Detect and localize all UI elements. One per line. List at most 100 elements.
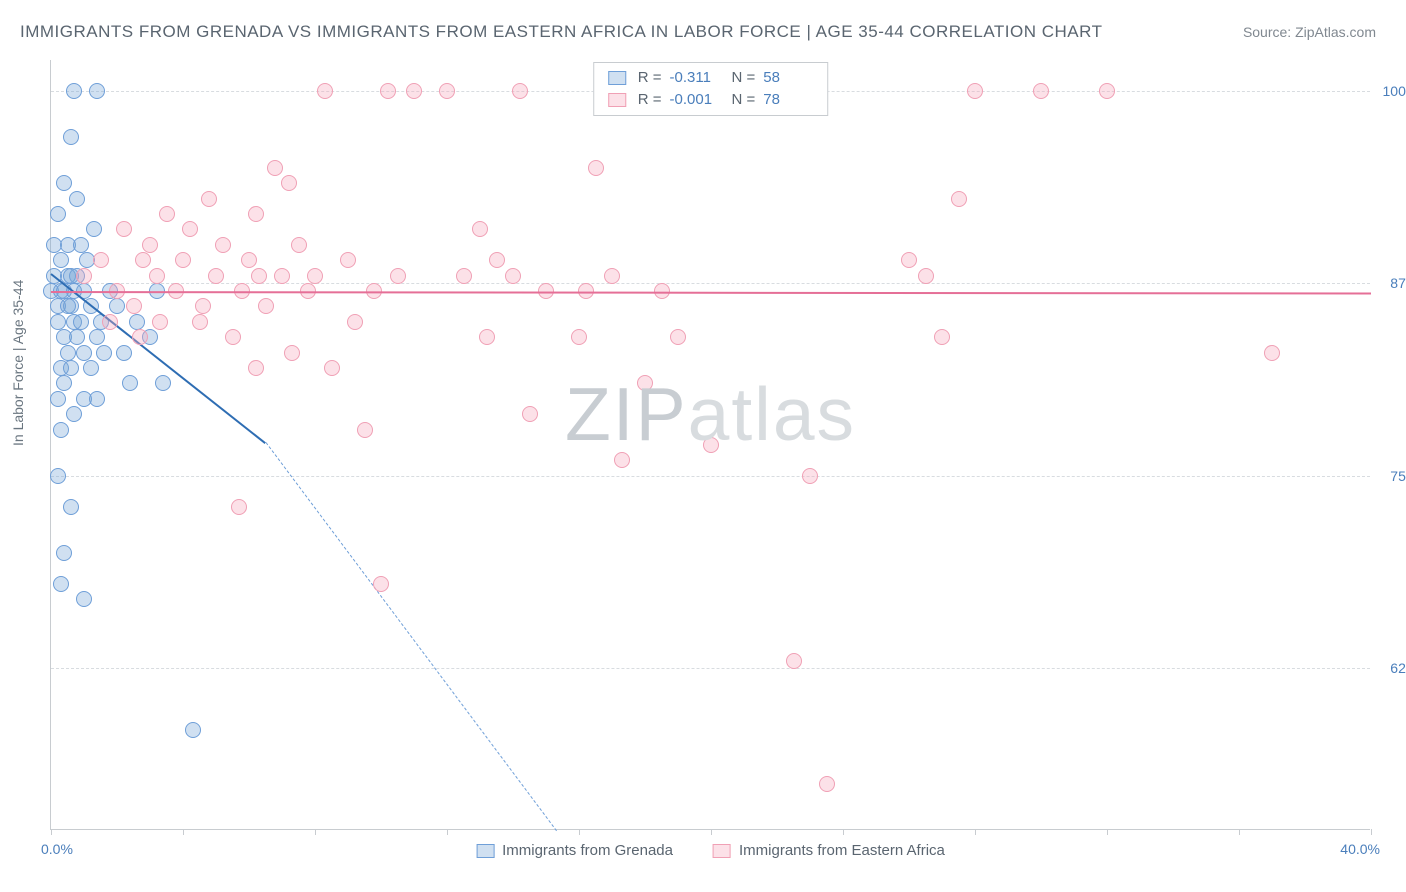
scatter-point [116, 345, 132, 361]
scatter-point [274, 268, 290, 284]
scatter-point [66, 83, 82, 99]
scatter-point [122, 375, 138, 391]
scatter-point [116, 221, 132, 237]
scatter-point [241, 252, 257, 268]
plot-area: R =-0.311N =58R =-0.001N =78 ZIPatlas 0.… [50, 60, 1370, 830]
y-axis-title: In Labor Force | Age 35-44 [10, 280, 26, 446]
n-label: N = [732, 67, 756, 89]
scatter-point [185, 722, 201, 738]
scatter-point [258, 298, 274, 314]
n-label: N = [732, 89, 756, 111]
scatter-point [1264, 345, 1280, 361]
scatter-point [66, 406, 82, 422]
y-tick-label: 75.0% [1390, 468, 1406, 484]
legend-item: Immigrants from Eastern Africa [713, 842, 945, 859]
x-tick [1239, 829, 1240, 835]
scatter-point [56, 545, 72, 561]
scatter-point [89, 329, 105, 345]
scatter-point [201, 191, 217, 207]
scatter-point [159, 206, 175, 222]
scatter-point [802, 468, 818, 484]
correlation-legend: R =-0.311N =58R =-0.001N =78 [593, 62, 829, 116]
scatter-point [251, 268, 267, 284]
legend-label: Immigrants from Eastern Africa [739, 842, 945, 859]
x-tick [1107, 829, 1108, 835]
r-value: -0.311 [670, 67, 720, 89]
scatter-point [1099, 83, 1115, 99]
scatter-point [96, 345, 112, 361]
scatter-point [60, 298, 76, 314]
scatter-point [512, 83, 528, 99]
legend-swatch [476, 844, 494, 858]
scatter-point [1033, 83, 1049, 99]
scatter-point [192, 314, 208, 330]
x-tick [1371, 829, 1372, 835]
scatter-point [588, 160, 604, 176]
x-axis-max-label: 40.0% [1340, 841, 1380, 857]
scatter-point [53, 576, 69, 592]
scatter-point [53, 252, 69, 268]
scatter-point [86, 221, 102, 237]
scatter-point [60, 345, 76, 361]
scatter-point [182, 221, 198, 237]
scatter-point [614, 452, 630, 468]
x-tick [579, 829, 580, 835]
x-tick [447, 829, 448, 835]
scatter-point [142, 237, 158, 253]
scatter-point [73, 237, 89, 253]
scatter-point [76, 268, 92, 284]
scatter-point [248, 360, 264, 376]
scatter-point [109, 298, 125, 314]
trend-line-extension [265, 442, 556, 831]
scatter-point [670, 329, 686, 345]
scatter-point [83, 360, 99, 376]
scatter-point [132, 329, 148, 345]
scatter-point [967, 83, 983, 99]
source-label: Source: [1243, 24, 1291, 40]
scatter-point [505, 268, 521, 284]
legend-item: Immigrants from Grenada [476, 842, 673, 859]
scatter-point [522, 406, 538, 422]
scatter-point [390, 268, 406, 284]
legend-row: R = -0.311 N = 58 [608, 67, 814, 89]
scatter-point [324, 360, 340, 376]
scatter-point [479, 329, 495, 345]
scatter-point [155, 375, 171, 391]
x-tick [183, 829, 184, 835]
r-value: -0.001 [670, 89, 720, 111]
r-label: R = [638, 89, 662, 111]
scatter-point [89, 391, 105, 407]
scatter-point [225, 329, 241, 345]
scatter-point [373, 576, 389, 592]
x-tick [843, 829, 844, 835]
series-legend: Immigrants from Grenada Immigrants from E… [476, 842, 945, 859]
gridline [51, 476, 1370, 477]
scatter-point [472, 221, 488, 237]
scatter-point [89, 83, 105, 99]
r-label: R = [638, 67, 662, 89]
scatter-point [63, 129, 79, 145]
scatter-point [281, 175, 297, 191]
x-tick [975, 829, 976, 835]
scatter-point [819, 776, 835, 792]
scatter-point [149, 268, 165, 284]
chart-title: IMMIGRANTS FROM GRENADA VS IMMIGRANTS FR… [20, 22, 1103, 42]
source-link[interactable]: ZipAtlas.com [1295, 24, 1376, 40]
x-axis-min-label: 0.0% [41, 841, 73, 857]
scatter-point [571, 329, 587, 345]
scatter-point [93, 252, 109, 268]
n-value: 58 [763, 67, 813, 89]
scatter-point [307, 268, 323, 284]
scatter-point [76, 591, 92, 607]
x-tick [51, 829, 52, 835]
scatter-point [918, 268, 934, 284]
legend-swatch [713, 844, 731, 858]
scatter-point [248, 206, 264, 222]
legend-swatch [608, 93, 626, 107]
scatter-point [380, 83, 396, 99]
scatter-point [703, 437, 719, 453]
scatter-point [50, 391, 66, 407]
scatter-point [56, 175, 72, 191]
x-tick [315, 829, 316, 835]
scatter-point [934, 329, 950, 345]
